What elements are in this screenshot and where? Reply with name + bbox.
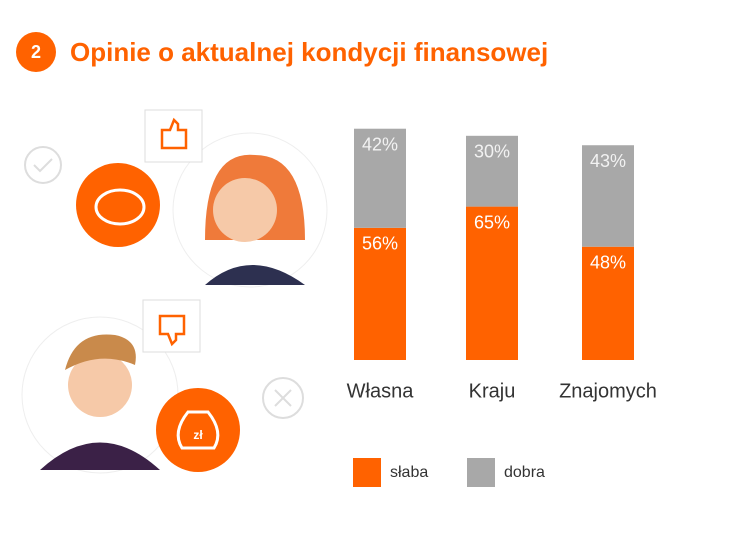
value-label: 30% <box>474 142 510 162</box>
bag-circle <box>156 388 240 472</box>
bar-segment <box>582 145 634 247</box>
badge-number: 2 <box>31 42 41 62</box>
legend-swatch <box>467 458 495 487</box>
man-face <box>68 353 132 417</box>
bar-segment <box>354 227 406 360</box>
man-shirt <box>40 442 160 470</box>
piggy-icon <box>94 188 146 226</box>
value-label: 43% <box>590 151 626 171</box>
legend-label: słaba <box>390 464 428 481</box>
thumb-down-icon <box>158 314 186 347</box>
chart-title: Opinie o aktualnej kondycji finansowej <box>70 37 548 67</box>
piggy-circle <box>76 163 160 247</box>
x-circle <box>262 377 304 419</box>
legend-label: dobra <box>504 464 545 481</box>
check-circle <box>24 146 62 184</box>
man-hair <box>65 334 136 370</box>
thumb-up-icon <box>160 117 188 150</box>
bar-segment <box>354 128 406 228</box>
x-tick-label: Znajomych <box>559 380 657 402</box>
woman-shirt <box>205 265 305 285</box>
bag-label: zł <box>193 428 203 442</box>
x-tick-label: Własna <box>347 380 415 402</box>
x-icon <box>274 389 292 407</box>
bar-segment <box>466 135 518 207</box>
value-label: 48% <box>590 252 626 272</box>
bar-segment <box>582 246 634 360</box>
value-label: 65% <box>474 212 510 232</box>
speech-bubble <box>144 109 203 163</box>
bag-icon <box>176 410 220 450</box>
value-label: 42% <box>362 134 398 154</box>
x-tick-label: Kraju <box>469 380 516 402</box>
legend-swatch <box>353 458 381 487</box>
bar-segment <box>466 206 518 360</box>
value-label: 56% <box>362 234 398 254</box>
check-icon <box>33 158 53 173</box>
woman-face <box>213 178 277 242</box>
badge-circle <box>16 32 56 72</box>
